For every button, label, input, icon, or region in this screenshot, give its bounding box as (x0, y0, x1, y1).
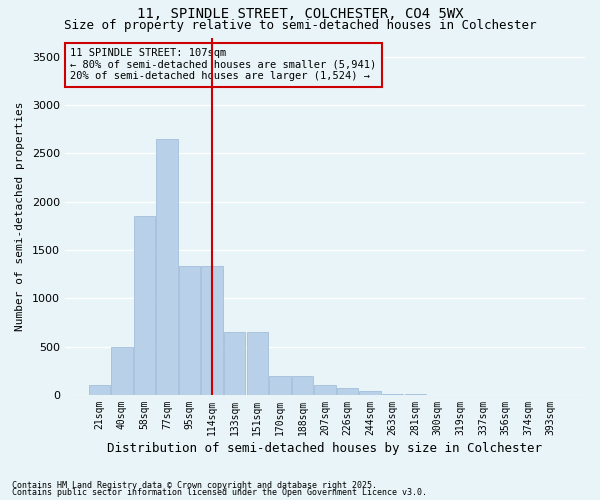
Bar (382, 394, 403, 395)
Bar (292, 376, 313, 395)
Bar (179, 266, 200, 395)
Text: Size of property relative to semi-detached houses in Colchester: Size of property relative to semi-detach… (64, 19, 536, 32)
Bar (156, 139, 178, 395)
Bar (314, 386, 335, 395)
Y-axis label: Number of semi-detached properties: Number of semi-detached properties (15, 102, 25, 331)
Bar (337, 388, 358, 395)
X-axis label: Distribution of semi-detached houses by size in Colchester: Distribution of semi-detached houses by … (107, 442, 542, 455)
Bar (111, 346, 133, 395)
Bar (224, 332, 245, 395)
Text: 11, SPINDLE STREET, COLCHESTER, CO4 5WX: 11, SPINDLE STREET, COLCHESTER, CO4 5WX (137, 8, 463, 22)
Bar (269, 376, 290, 395)
Bar (247, 332, 268, 395)
Bar (89, 386, 110, 395)
Text: Contains HM Land Registry data © Crown copyright and database right 2025.: Contains HM Land Registry data © Crown c… (12, 480, 377, 490)
Text: Contains public sector information licensed under the Open Government Licence v3: Contains public sector information licen… (12, 488, 427, 497)
Bar (359, 391, 381, 395)
Bar (134, 216, 155, 395)
Bar (202, 266, 223, 395)
Text: 11 SPINDLE STREET: 107sqm
← 80% of semi-detached houses are smaller (5,941)
20% : 11 SPINDLE STREET: 107sqm ← 80% of semi-… (70, 48, 376, 82)
